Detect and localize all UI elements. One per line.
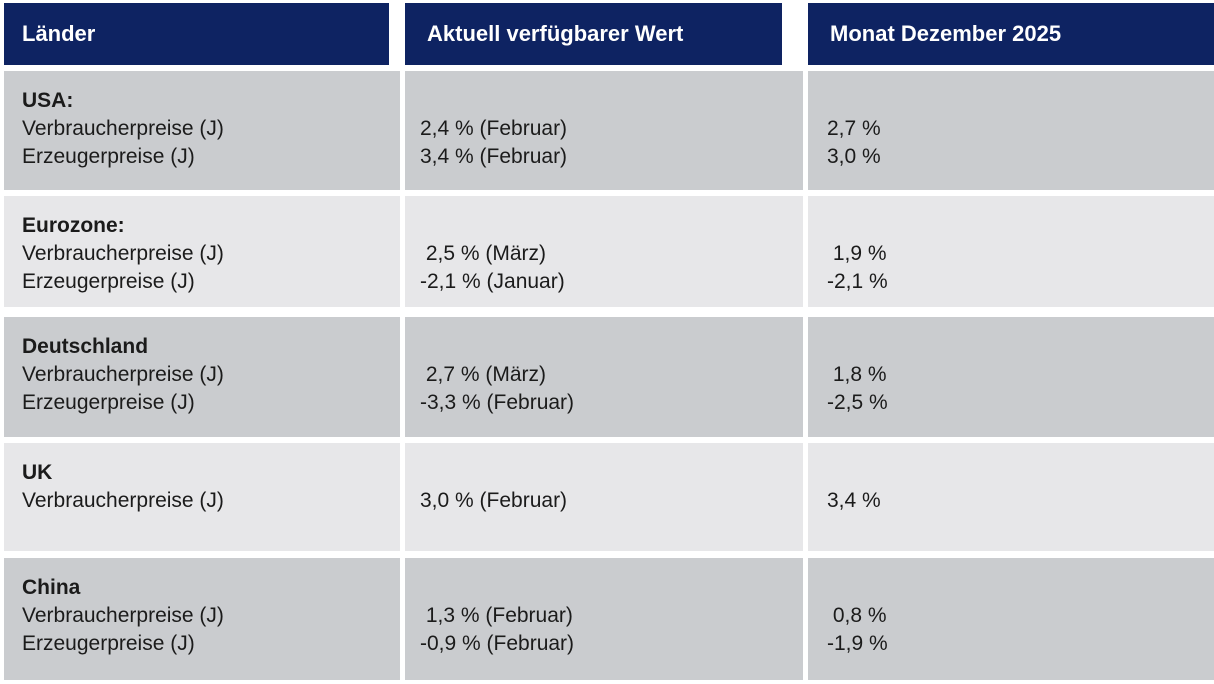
country-cell: USA: Verbraucherpreise (J) Erzeugerpreis…: [4, 71, 400, 190]
country-name: UK: [22, 461, 53, 484]
metric-label: Verbraucherpreise (J): [22, 242, 224, 265]
december-value-cell: 2,7 % 3,0 %: [808, 71, 1214, 190]
metric-december-value: 2,7 %: [827, 117, 881, 140]
metric-december-value: -2,5 %: [827, 391, 888, 414]
country-cell: China Verbraucherpreise (J) Erzeugerprei…: [4, 558, 400, 680]
metric-current-value: 2,5 % (März): [420, 242, 547, 265]
metric-december-value: 0,8 %: [827, 604, 887, 627]
metric-current-value: -2,1 % (Januar): [420, 270, 565, 293]
metric-december-value: -1,9 %: [827, 632, 888, 655]
current-value-cell: 1,3 % (Februar) -0,9 % (Februar): [405, 558, 803, 680]
metric-december-value: 3,4 %: [827, 489, 881, 512]
country-cell: UK Verbraucherpreise (J): [4, 443, 400, 551]
metric-december-value: 3,0 %: [827, 145, 881, 168]
table-row-deutschland: Deutschland Verbraucherpreise (J) Erzeug…: [0, 317, 1214, 437]
december-value-cell: 1,9 % -2,1 %: [808, 196, 1214, 307]
metric-current-value: 3,0 % (Februar): [420, 489, 568, 512]
metric-label: Verbraucherpreise (J): [22, 489, 224, 512]
country-name: USA:: [22, 89, 74, 112]
metric-label: Verbraucherpreise (J): [22, 363, 224, 386]
country-cell: Eurozone: Verbraucherpreise (J) Erzeuger…: [4, 196, 400, 307]
country-name: China: [22, 576, 81, 599]
current-value-cell: 2,7 % (März) -3,3 % (Februar): [405, 317, 803, 437]
metric-label: Erzeugerpreise (J): [22, 145, 195, 168]
table-row-china: China Verbraucherpreise (J) Erzeugerprei…: [0, 558, 1214, 680]
december-value-cell: 1,8 % -2,5 %: [808, 317, 1214, 437]
column-header-current-value: Aktuell verfügbarer Wert: [405, 3, 782, 65]
metric-current-value: 2,4 % (Februar): [420, 117, 568, 140]
column-header-laender: Länder: [4, 3, 389, 65]
metric-current-value: -0,9 % (Februar): [420, 632, 575, 655]
december-value-cell: 3,4 %: [808, 443, 1214, 551]
table-row-usa: USA: Verbraucherpreise (J) Erzeugerpreis…: [0, 71, 1214, 190]
metric-december-value: 1,8 %: [827, 363, 887, 386]
metric-december-value: 1,9 %: [827, 242, 887, 265]
december-value-cell: 0,8 % -1,9 %: [808, 558, 1214, 680]
current-value-cell: 3,0 % (Februar): [405, 443, 803, 551]
metric-current-value: 1,3 % (Februar): [420, 604, 573, 627]
metric-december-value: -2,1 %: [827, 270, 888, 293]
metric-current-value: -3,3 % (Februar): [420, 391, 575, 414]
country-name: Deutschland: [22, 335, 149, 358]
metric-label: Erzeugerpreise (J): [22, 391, 195, 414]
metric-current-value: 3,4 % (Februar): [420, 145, 568, 168]
country-name: Eurozone:: [22, 214, 125, 237]
metric-current-value: 2,7 % (März): [420, 363, 547, 386]
metric-label: Erzeugerpreise (J): [22, 632, 195, 655]
metric-label: Erzeugerpreise (J): [22, 270, 195, 293]
metric-label: Verbraucherpreise (J): [22, 117, 224, 140]
table-row-uk: UK Verbraucherpreise (J) 3,0 % (Februar)…: [0, 443, 1214, 551]
country-cell: Deutschland Verbraucherpreise (J) Erzeug…: [4, 317, 400, 437]
current-value-cell: 2,5 % (März) -2,1 % (Januar): [405, 196, 803, 307]
current-value-cell: 2,4 % (Februar) 3,4 % (Februar): [405, 71, 803, 190]
column-header-december: Monat Dezember 2025: [808, 3, 1214, 65]
table-header-row: Länder Aktuell verfügbarer Wert Monat De…: [0, 3, 1214, 65]
metric-label: Verbraucherpreise (J): [22, 604, 224, 627]
table-row-eurozone: Eurozone: Verbraucherpreise (J) Erzeuger…: [0, 196, 1214, 307]
